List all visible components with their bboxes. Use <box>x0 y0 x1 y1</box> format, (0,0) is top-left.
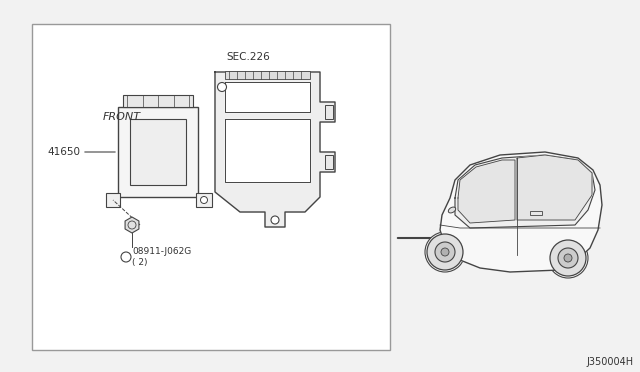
Bar <box>530 211 542 215</box>
Bar <box>106 193 120 207</box>
Circle shape <box>218 83 227 92</box>
Circle shape <box>564 254 572 262</box>
Circle shape <box>200 196 207 203</box>
Circle shape <box>271 216 279 224</box>
Bar <box>325 105 333 119</box>
Polygon shape <box>517 155 592 220</box>
Circle shape <box>121 252 131 262</box>
Circle shape <box>558 248 578 268</box>
Bar <box>123 95 193 107</box>
Circle shape <box>427 234 463 270</box>
Text: 41650: 41650 <box>47 147 80 157</box>
Circle shape <box>550 240 586 276</box>
Bar <box>196 193 212 207</box>
Bar <box>130 119 186 185</box>
Bar <box>32 24 390 350</box>
Text: SEC.226: SEC.226 <box>226 52 270 62</box>
Polygon shape <box>455 155 595 228</box>
Polygon shape <box>440 152 602 272</box>
Text: N: N <box>123 254 129 260</box>
Polygon shape <box>215 72 335 227</box>
Polygon shape <box>458 160 515 223</box>
Circle shape <box>435 242 455 262</box>
Circle shape <box>425 232 465 272</box>
Polygon shape <box>225 119 310 182</box>
Circle shape <box>548 238 588 278</box>
Text: FRONT: FRONT <box>103 112 141 122</box>
Text: J350004H: J350004H <box>587 357 634 367</box>
Bar <box>325 155 333 169</box>
Bar <box>118 107 198 197</box>
Polygon shape <box>125 217 139 233</box>
Text: 08911-J062G
( 2): 08911-J062G ( 2) <box>132 247 191 267</box>
Ellipse shape <box>448 207 456 213</box>
Circle shape <box>441 248 449 256</box>
Bar <box>225 71 310 79</box>
Polygon shape <box>225 82 310 112</box>
